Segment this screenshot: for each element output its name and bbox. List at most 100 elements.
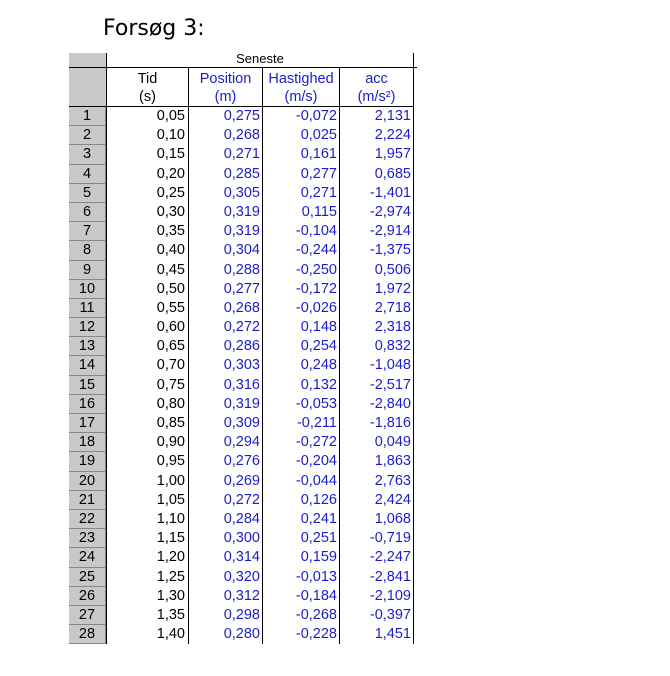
acceleration-cell[interactable]: 1,068: [339, 509, 414, 530]
time-cell[interactable]: 0,40: [106, 241, 188, 261]
column-header-velocity[interactable]: Hastighed (m/s): [262, 68, 339, 107]
velocity-cell[interactable]: -0,026: [262, 298, 339, 319]
position-cell[interactable]: 0,268: [188, 298, 262, 319]
acceleration-cell[interactable]: -2,247: [339, 548, 414, 568]
velocity-cell[interactable]: 0,161: [262, 145, 339, 165]
time-cell[interactable]: 1,00: [106, 471, 188, 491]
velocity-cell[interactable]: -0,204: [262, 452, 339, 472]
position-cell[interactable]: 0,271: [188, 145, 262, 165]
position-cell[interactable]: 0,309: [188, 414, 262, 434]
time-cell[interactable]: 0,10: [106, 126, 188, 146]
position-cell[interactable]: 0,269: [188, 471, 262, 491]
acceleration-cell[interactable]: -2,840: [339, 394, 414, 414]
position-cell[interactable]: 0,288: [188, 260, 262, 280]
position-cell[interactable]: 0,319: [188, 394, 262, 414]
row-index-cell[interactable]: 25: [69, 567, 106, 587]
row-index-cell[interactable]: 13: [69, 337, 106, 357]
velocity-cell[interactable]: -0,211: [262, 414, 339, 434]
velocity-cell[interactable]: 0,271: [262, 183, 339, 203]
time-cell[interactable]: 1,15: [106, 529, 188, 549]
velocity-cell[interactable]: 0,251: [262, 529, 339, 549]
row-index-cell[interactable]: 28: [69, 625, 106, 645]
acceleration-cell[interactable]: 2,131: [339, 107, 414, 127]
row-index-cell[interactable]: 8: [69, 241, 106, 261]
acceleration-cell[interactable]: 2,424: [339, 490, 414, 510]
time-cell[interactable]: 1,40: [106, 625, 188, 645]
row-index-cell[interactable]: 7: [69, 222, 106, 242]
acceleration-cell[interactable]: -0,719: [339, 529, 414, 549]
row-index-cell[interactable]: 18: [69, 433, 106, 453]
position-cell[interactable]: 0,304: [188, 241, 262, 261]
time-cell[interactable]: 0,90: [106, 433, 188, 453]
row-index-cell[interactable]: 6: [69, 202, 106, 223]
position-cell[interactable]: 0,284: [188, 509, 262, 530]
row-index-cell[interactable]: 26: [69, 586, 106, 606]
time-cell[interactable]: 0,55: [106, 298, 188, 319]
time-cell[interactable]: 0,35: [106, 222, 188, 242]
row-index-cell[interactable]: 2: [69, 126, 106, 146]
position-cell[interactable]: 0,280: [188, 625, 262, 645]
acceleration-cell[interactable]: 1,957: [339, 145, 414, 165]
time-cell[interactable]: 0,70: [106, 356, 188, 376]
row-index-cell[interactable]: 24: [69, 548, 106, 568]
position-cell[interactable]: 0,312: [188, 586, 262, 606]
acceleration-cell[interactable]: 1,972: [339, 279, 414, 299]
velocity-cell[interactable]: -0,272: [262, 433, 339, 453]
time-cell[interactable]: 0,25: [106, 183, 188, 203]
row-index-cell[interactable]: 14: [69, 356, 106, 376]
velocity-cell[interactable]: -0,244: [262, 241, 339, 261]
acceleration-cell[interactable]: 0,832: [339, 337, 414, 357]
position-cell[interactable]: 0,303: [188, 356, 262, 376]
position-cell[interactable]: 0,277: [188, 279, 262, 299]
position-cell[interactable]: 0,285: [188, 164, 262, 184]
time-cell[interactable]: 1,05: [106, 490, 188, 510]
row-index-cell[interactable]: 19: [69, 452, 106, 472]
time-cell[interactable]: 1,20: [106, 548, 188, 568]
time-cell[interactable]: 0,15: [106, 145, 188, 165]
row-index-cell[interactable]: 1: [69, 107, 106, 127]
row-index-cell[interactable]: 12: [69, 318, 106, 338]
acceleration-cell[interactable]: 2,318: [339, 318, 414, 338]
position-cell[interactable]: 0,286: [188, 337, 262, 357]
position-cell[interactable]: 0,276: [188, 452, 262, 472]
velocity-cell[interactable]: 0,115: [262, 202, 339, 223]
time-cell[interactable]: 0,45: [106, 260, 188, 280]
position-cell[interactable]: 0,272: [188, 318, 262, 338]
velocity-cell[interactable]: -0,268: [262, 605, 339, 626]
acceleration-cell[interactable]: -1,816: [339, 414, 414, 434]
time-cell[interactable]: 1,10: [106, 509, 188, 530]
acceleration-cell[interactable]: 0,049: [339, 433, 414, 453]
row-index-cell[interactable]: 16: [69, 394, 106, 414]
row-index-cell[interactable]: 17: [69, 414, 106, 434]
acceleration-cell[interactable]: 1,863: [339, 452, 414, 472]
time-cell[interactable]: 0,65: [106, 337, 188, 357]
acceleration-cell[interactable]: 0,685: [339, 164, 414, 184]
acceleration-cell[interactable]: -2,841: [339, 567, 414, 587]
time-cell[interactable]: 0,75: [106, 375, 188, 395]
row-index-cell[interactable]: 10: [69, 279, 106, 299]
time-cell[interactable]: 0,60: [106, 318, 188, 338]
acceleration-cell[interactable]: -2,914: [339, 222, 414, 242]
velocity-cell[interactable]: 0,025: [262, 126, 339, 146]
acceleration-cell[interactable]: 0,506: [339, 260, 414, 280]
velocity-cell[interactable]: -0,053: [262, 394, 339, 414]
column-header-acceleration[interactable]: acc (m/s²): [339, 68, 414, 107]
row-index-cell[interactable]: 15: [69, 375, 106, 395]
column-header-time[interactable]: Tid (s): [106, 68, 188, 107]
velocity-cell[interactable]: 0,126: [262, 490, 339, 510]
acceleration-cell[interactable]: -2,517: [339, 375, 414, 395]
time-cell[interactable]: 0,95: [106, 452, 188, 472]
row-index-cell[interactable]: 9: [69, 260, 106, 280]
velocity-cell[interactable]: 0,248: [262, 356, 339, 376]
velocity-cell[interactable]: 0,254: [262, 337, 339, 357]
row-index-cell[interactable]: 20: [69, 471, 106, 491]
row-index-cell[interactable]: 27: [69, 605, 106, 626]
position-cell[interactable]: 0,319: [188, 202, 262, 223]
position-cell[interactable]: 0,305: [188, 183, 262, 203]
row-index-cell[interactable]: 23: [69, 529, 106, 549]
acceleration-cell[interactable]: -1,401: [339, 183, 414, 203]
velocity-cell[interactable]: -0,044: [262, 471, 339, 491]
position-cell[interactable]: 0,275: [188, 107, 262, 127]
time-cell[interactable]: 1,30: [106, 586, 188, 606]
velocity-cell[interactable]: 0,277: [262, 164, 339, 184]
